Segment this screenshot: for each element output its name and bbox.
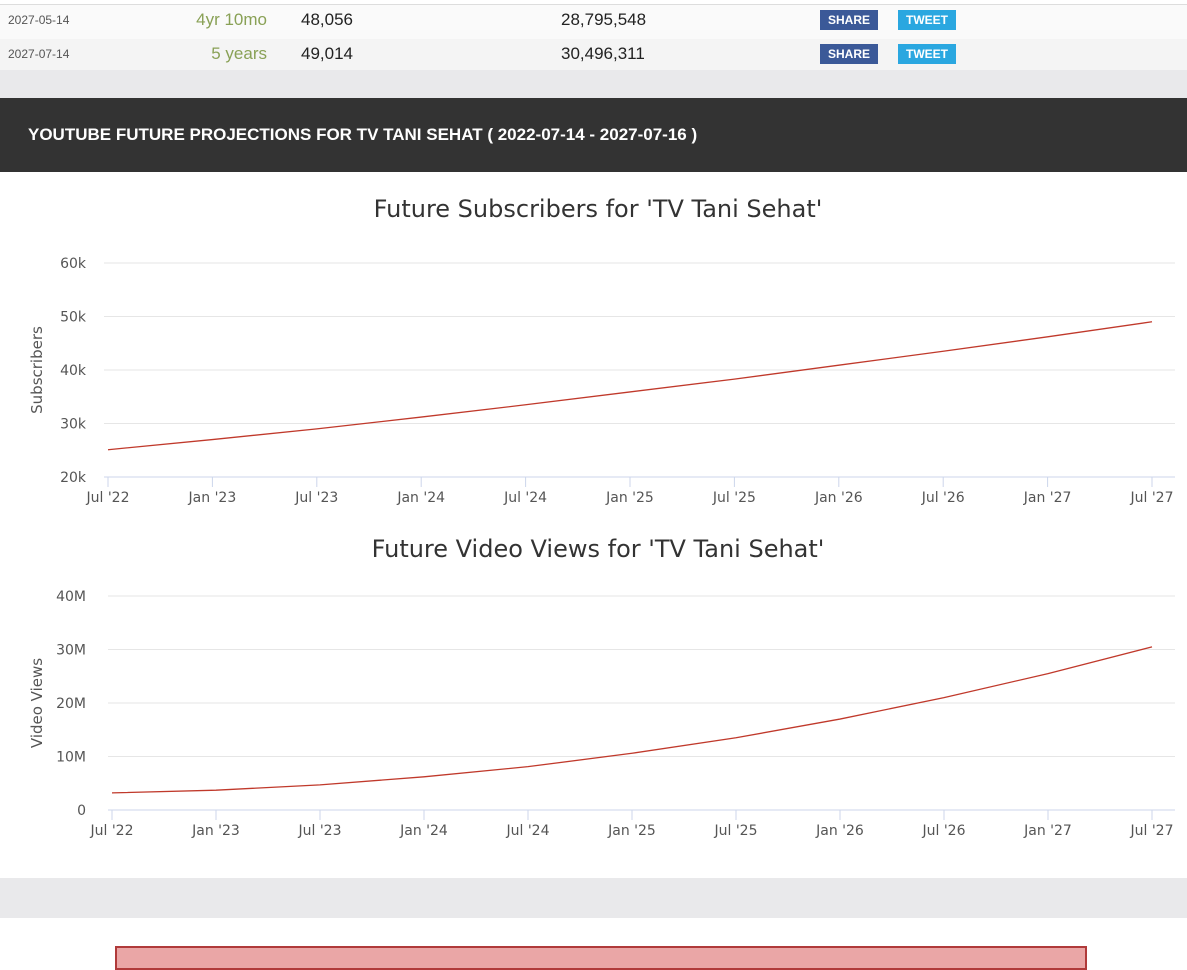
age: 5 years bbox=[211, 44, 267, 63]
table-row: 2027-05-14 4yr 10mo 48,056 28,795,548 SH… bbox=[0, 4, 1187, 40]
date: 2027-07-14 bbox=[8, 47, 70, 61]
tweet-button[interactable]: TWEET bbox=[898, 44, 956, 64]
x-tick-label: Jan '23 bbox=[188, 490, 237, 506]
x-tick-label: Jul '27 bbox=[1129, 490, 1173, 506]
y-tick-label: 60k bbox=[60, 256, 87, 272]
x-tick-label: Jul '24 bbox=[505, 823, 549, 839]
x-tick-label: Jul '24 bbox=[503, 490, 547, 506]
x-tick-label: Jan '25 bbox=[607, 823, 656, 839]
views: 28,795,548 bbox=[561, 10, 647, 29]
table-row: 2027-07-14 5 years 49,014 30,496,311 SHA… bbox=[0, 39, 1187, 71]
share-button[interactable]: SHARE bbox=[820, 10, 879, 30]
y-tick-label: 20M bbox=[56, 696, 86, 712]
chart: Future Subscribers for 'TV Tani Sehat' Su… bbox=[28, 195, 1175, 506]
share-button[interactable]: SHARE bbox=[820, 44, 879, 64]
x-tick-label: Jul '22 bbox=[85, 490, 129, 506]
y-tick-label: 30k bbox=[60, 417, 87, 433]
separator bbox=[0, 878, 1187, 918]
y-tick-label: 0 bbox=[77, 803, 86, 819]
line-series bbox=[111, 646, 1153, 794]
x-tick-label: Jan '26 bbox=[815, 823, 864, 839]
age: 4yr 10mo bbox=[196, 10, 267, 29]
x-tick-label: Jul '23 bbox=[297, 823, 341, 839]
x-tick-label: Jul '23 bbox=[294, 490, 338, 506]
y-tick-label: 20k bbox=[60, 470, 87, 486]
x-tick-label: Jul '26 bbox=[921, 490, 965, 506]
y-tick-label: 40k bbox=[60, 363, 87, 379]
tweet-button[interactable]: TWEET bbox=[898, 10, 956, 30]
x-tick-label: Jan '26 bbox=[814, 490, 863, 506]
x-tick-label: Jan '23 bbox=[191, 823, 240, 839]
chart: Future Video Views for 'TV Tani Sehat' Vi… bbox=[28, 535, 1175, 839]
x-tick-label: Jan '27 bbox=[1023, 490, 1072, 506]
views: 30,496,311 bbox=[561, 44, 645, 63]
section-title: YOUTUBE FUTURE PROJECTIONS FOR TV TANI S… bbox=[0, 98, 1187, 172]
x-tick-label: Jan '24 bbox=[396, 490, 445, 506]
subscribers: 49,014 bbox=[301, 44, 353, 63]
y-tick-label: 50k bbox=[60, 310, 87, 326]
line-series bbox=[107, 321, 1153, 451]
x-tick-label: Jul '22 bbox=[89, 823, 133, 839]
x-tick-label: Jul '27 bbox=[1129, 823, 1173, 839]
y-tick-label: 10M bbox=[56, 750, 86, 766]
chart-title: Future Subscribers for 'TV Tani Sehat' bbox=[374, 195, 823, 223]
subscribers: 48,056 bbox=[301, 10, 353, 29]
y-axis-title: Subscribers bbox=[28, 326, 46, 414]
x-tick-label: Jul '26 bbox=[921, 823, 965, 839]
x-tick-label: Jan '25 bbox=[605, 490, 654, 506]
x-tick-label: Jul '25 bbox=[712, 490, 756, 506]
separator bbox=[0, 70, 1187, 98]
y-tick-label: 40M bbox=[56, 589, 86, 605]
x-tick-label: Jul '25 bbox=[713, 823, 757, 839]
y-tick-label: 30M bbox=[56, 643, 86, 659]
date: 2027-05-14 bbox=[8, 13, 70, 27]
x-tick-label: Jan '27 bbox=[1023, 823, 1072, 839]
y-axis-title: Video Views bbox=[28, 658, 46, 748]
chart-title: Future Video Views for 'TV Tani Sehat' bbox=[372, 535, 825, 563]
x-tick-label: Jan '24 bbox=[399, 823, 448, 839]
alert-box bbox=[115, 946, 1087, 970]
